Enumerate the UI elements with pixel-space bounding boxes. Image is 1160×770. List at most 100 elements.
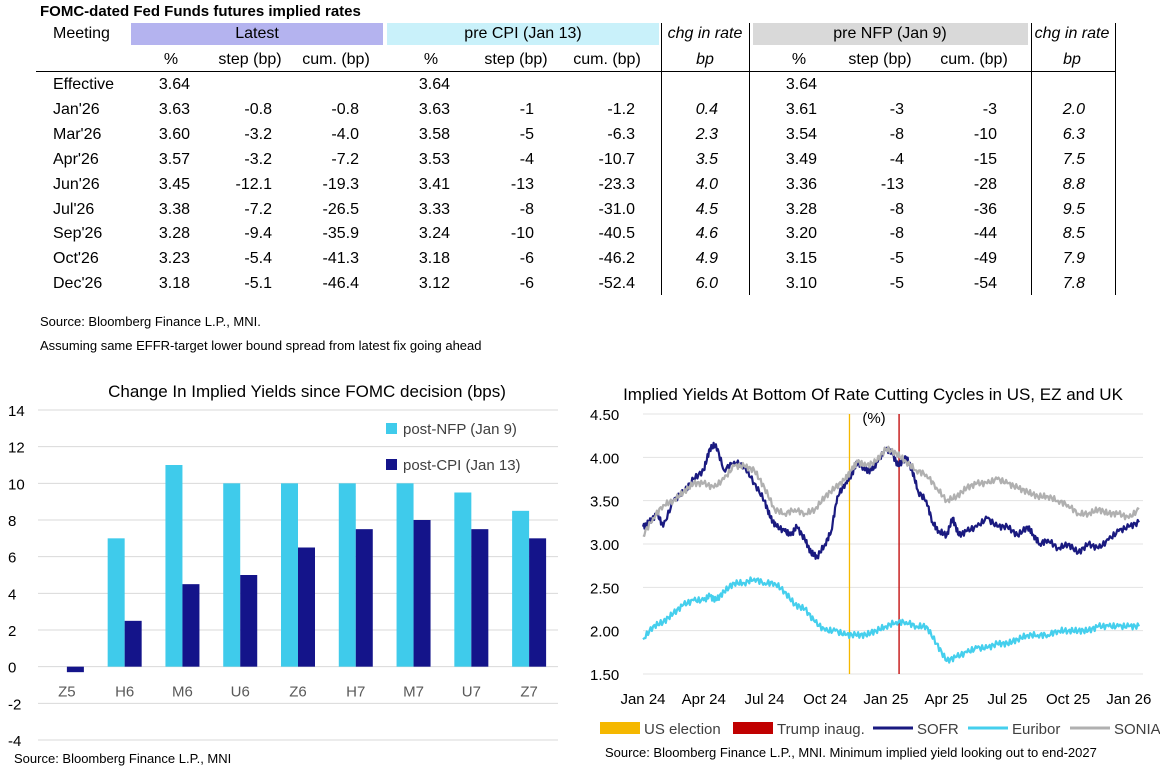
cell-cpi-1: -4 bbox=[519, 150, 534, 168]
sub-step-cpi: step (bp) bbox=[484, 51, 548, 68]
cell-cpi-2: -52.4 bbox=[598, 275, 635, 293]
cell-cpi-1: -6 bbox=[519, 275, 534, 293]
line-legend: US election Trump inaug. SOFR Euribor SONIA bbox=[600, 721, 1160, 738]
rates-table: FOMC-dated Fed Funds futures implied rat… bbox=[0, 0, 1160, 360]
cell-cpi-2: -10.7 bbox=[598, 150, 635, 168]
bar-x-tick: H6 bbox=[115, 684, 134, 701]
cell-latest-0: 3.60 bbox=[158, 125, 190, 143]
cell-cpi-1: -5 bbox=[519, 125, 534, 143]
cell-latest-1: -0.8 bbox=[244, 100, 272, 118]
sub-step-nfp: step (bp) bbox=[848, 51, 912, 68]
cell-latest-1: -3.2 bbox=[244, 125, 272, 143]
cell-nfp-2: -10 bbox=[973, 125, 997, 143]
line-legend-label: US election bbox=[644, 721, 721, 738]
line-legend-label: SOFR bbox=[917, 721, 959, 738]
cell-chg1: 6.0 bbox=[695, 275, 718, 293]
cell-chg2: 7.8 bbox=[1062, 275, 1085, 293]
bar-legend-swatch bbox=[386, 423, 397, 434]
bar-x-tick: M7 bbox=[403, 684, 424, 701]
sub-pct-nfp: % bbox=[791, 51, 807, 68]
bar-chart-title: Change In Implied Yields since FOMC deci… bbox=[108, 382, 506, 401]
bar-cpi-U7 bbox=[471, 529, 489, 667]
sub-pct-cpi: % bbox=[423, 51, 439, 68]
cell-cpi-0: 3.53 bbox=[418, 150, 450, 168]
cell-latest-2: -19.3 bbox=[322, 175, 359, 193]
bar-x-axis: Z5 H6 M6 U6 Z6 H7 M7 U7 Z7 bbox=[58, 684, 538, 701]
line-x-axis: Jan 24 Apr 24 Jul 24 Oct 24 Jan 25 Apr 25 Jul … bbox=[620, 691, 1151, 708]
cell-chg1: 4.0 bbox=[695, 175, 718, 193]
line-unit-label: (%) bbox=[862, 410, 885, 427]
cell-nfp-0: 3.10 bbox=[785, 275, 817, 293]
bar-y-tick: -4 bbox=[8, 733, 21, 750]
line-y-tick: 2.00 bbox=[590, 624, 619, 641]
row-meeting: Oct'26 bbox=[53, 250, 99, 268]
bar-y-tick: 0 bbox=[8, 660, 16, 677]
cpi-header: pre CPI (Jan 13) bbox=[464, 25, 582, 42]
nfp-header: pre NFP (Jan 9) bbox=[833, 25, 947, 42]
cell-nfp-2: -54 bbox=[973, 275, 997, 293]
bar-nfp-M6 bbox=[165, 465, 183, 667]
line-chart: Implied Yields At Bottom Of Rate Cutting… bbox=[590, 385, 1160, 760]
cell-nfp-1: -3 bbox=[889, 100, 904, 118]
bar-y-tick: 8 bbox=[8, 513, 16, 530]
cell-latest-0: 3.23 bbox=[158, 250, 190, 268]
bar-legend-swatch bbox=[386, 459, 397, 470]
cell-cpi-0: 3.64 bbox=[418, 76, 450, 93]
line-legend-label: Euribor bbox=[1012, 721, 1060, 738]
bar-x-tick: Z7 bbox=[520, 684, 538, 701]
cell-cpi-0: 3.63 bbox=[418, 100, 450, 118]
cell-nfp-2: -3 bbox=[982, 100, 997, 118]
cell-nfp-1: -5 bbox=[889, 275, 904, 293]
divider-3 bbox=[1031, 23, 1032, 295]
line-y-tick: 1.50 bbox=[590, 667, 619, 684]
line-y-axis: 4.50 4.00 3.50 3.00 2.50 2.00 1.50 bbox=[590, 407, 619, 684]
meeting-header: Meeting bbox=[53, 25, 110, 42]
cell-cpi-1: -13 bbox=[510, 175, 534, 193]
cell-chg1: 0.4 bbox=[695, 100, 718, 118]
line-y-tick: 3.50 bbox=[590, 494, 619, 511]
line-x-tick: Jan 26 bbox=[1106, 691, 1151, 708]
line-y-tick: 4.00 bbox=[590, 450, 619, 467]
divider-4 bbox=[1115, 23, 1116, 295]
cell-chg1: 3.5 bbox=[695, 150, 718, 168]
cell-chg1: 4.6 bbox=[695, 225, 718, 243]
bar-nfp-U6 bbox=[223, 483, 241, 667]
bar-nfp-Z7 bbox=[512, 510, 530, 667]
sub-bp-2: bp bbox=[1063, 51, 1081, 68]
line-sonia bbox=[642, 445, 1140, 537]
bar-y-tick: 14 bbox=[8, 403, 25, 420]
line-sofr bbox=[641, 441, 1140, 560]
sub-step-latest: step (bp) bbox=[218, 51, 282, 68]
table-note: Assuming same EFFR-target lower bound sp… bbox=[40, 338, 482, 353]
bar-x-tick: U6 bbox=[231, 684, 250, 701]
line-series bbox=[641, 441, 1141, 664]
cell-latest-1: -5.4 bbox=[244, 250, 272, 268]
cell-nfp-0: 3.36 bbox=[785, 175, 817, 193]
cell-chg2: 8.8 bbox=[1062, 175, 1085, 193]
row-meeting: Dec'26 bbox=[53, 275, 103, 293]
cell-nfp-1: -5 bbox=[889, 250, 904, 268]
cell-chg1: 4.9 bbox=[695, 250, 718, 268]
cell-latest-2: -41.3 bbox=[322, 250, 359, 268]
bar-x-tick: U7 bbox=[462, 684, 481, 701]
line-y-tick: 2.50 bbox=[590, 580, 619, 597]
cell-cpi-2: -31.0 bbox=[598, 200, 635, 218]
cell-chg1: 2.3 bbox=[695, 125, 718, 143]
cell-chg2: 7.9 bbox=[1062, 250, 1085, 268]
line-legend-label: Trump inaug. bbox=[777, 721, 865, 738]
sub-cum-cpi: cum. (bp) bbox=[573, 51, 641, 68]
cell-chg1: 4.5 bbox=[695, 200, 718, 218]
header-rule bbox=[36, 71, 1115, 72]
line-legend-label: SONIA bbox=[1114, 721, 1160, 738]
row-meeting: Jun'26 bbox=[53, 175, 100, 193]
line-chart-source: Source: Bloomberg Finance L.P., MNI. Min… bbox=[605, 745, 1097, 760]
cell-latest-0: 3.45 bbox=[158, 175, 190, 193]
bar-cpi-Z6 bbox=[298, 547, 315, 667]
cell-chg2: 8.5 bbox=[1062, 225, 1085, 243]
bar-legend-label: post-NFP (Jan 9) bbox=[403, 421, 517, 438]
latest-header: Latest bbox=[235, 25, 279, 42]
cell-cpi-1: -1 bbox=[519, 100, 534, 118]
cell-cpi-1: -10 bbox=[510, 225, 534, 243]
row-meeting: Jul'26 bbox=[53, 200, 95, 218]
bar-nfp-M7 bbox=[396, 483, 414, 667]
